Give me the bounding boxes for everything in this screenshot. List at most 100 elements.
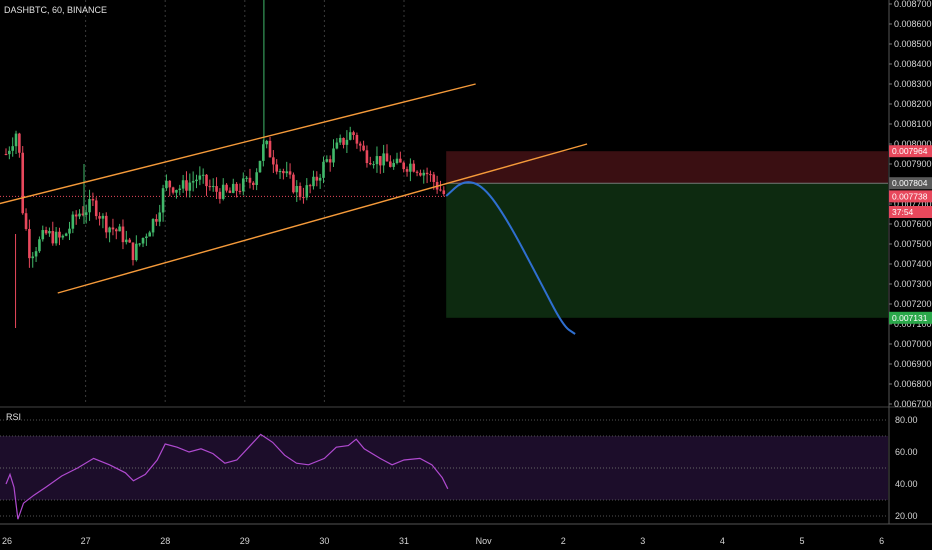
candle-body [161,188,165,213]
candle-body [201,174,205,176]
candle-body [245,177,248,179]
price-tag [889,206,932,218]
candle-body [31,256,35,259]
candle-body [168,180,172,188]
candle-body [419,172,422,176]
candle-body [141,238,145,244]
chart-drawings[interactable] [0,83,588,335]
candle-body [34,251,38,257]
candle-body [94,200,98,217]
candle-body [171,187,175,193]
time-tick-label: 4 [720,536,725,546]
time-tick-label: 27 [81,536,91,546]
projection-curve[interactable] [445,181,576,335]
price-tick-label: 0.008600 [894,19,932,29]
stop-loss-zone[interactable] [446,151,888,184]
candle-body [415,171,419,173]
candle-body [405,169,409,172]
channel-lower-line[interactable] [57,143,588,294]
risk-reward-zones[interactable] [446,151,888,318]
candle-body [121,226,125,243]
candle-body [221,184,225,199]
candle-body [275,164,279,172]
candle-body [128,239,131,243]
candle-body [358,143,362,146]
candle-body [158,212,162,222]
candle-body [38,239,41,252]
candle-body [74,214,78,217]
candle-body [18,133,21,153]
price-tag [889,311,932,324]
candle-body [389,161,392,167]
candle-body [355,135,359,144]
candle-body [225,184,228,191]
price-tick-label: 0.007400 [894,259,932,269]
candle-body [255,172,258,185]
candle-body [258,160,262,173]
candle-body [101,215,105,219]
candle-body [292,174,295,193]
candle-body [44,230,48,234]
price-tick-label: 0.008400 [894,59,932,69]
candle-body [402,162,405,170]
symbol-title[interactable]: DASHBTC, 60, BINANCE [4,5,107,15]
time-tick-label: 2 [561,536,566,546]
rsi-tick-label: 60.00 [895,447,918,457]
candle-body [241,178,245,192]
candle-body [439,189,442,191]
candle-body [78,213,81,217]
candle-body [295,185,299,193]
price-tick-label: 0.008500 [894,39,932,49]
price-tick-label: 0.007000 [894,339,932,349]
candle-body [395,158,399,164]
candle-body [265,140,268,145]
candle-body [442,190,446,195]
candle-body [362,145,365,151]
rsi-tick-label: 80.00 [895,415,918,425]
candle-body [4,154,8,155]
price-tick-label: 0.007500 [894,239,932,249]
candle-body [61,235,65,238]
candle-body [151,219,155,233]
candle-body [392,163,395,167]
candle-body [205,174,208,187]
candle-body [104,215,108,233]
candle-body [165,180,168,189]
rsi-tick-label: 40.00 [895,479,918,489]
candle-body [138,243,141,245]
candle-body [145,236,148,239]
candle-body [262,144,265,161]
candle-body [338,137,342,143]
candle-body [195,179,198,182]
candle-body [88,199,91,213]
candle-body [335,142,339,149]
price-tick-label: 0.007900 [894,159,932,169]
candle-body [382,153,385,166]
price-tick-label: 0.007300 [894,279,932,289]
channel-upper-line[interactable] [0,83,476,208]
candle-body [372,164,375,166]
candle-body [51,231,55,244]
time-tick-label: 3 [640,536,645,546]
rsi-label[interactable]: RSI [6,412,21,422]
candle-body [312,176,315,187]
candle-body [379,156,382,166]
candle-body [285,171,289,174]
candle-body [111,227,115,230]
candle-body [131,242,135,261]
candle-body [21,152,25,214]
price-tick-label: 0.006700 [894,399,932,409]
candle-body [322,161,325,178]
candle-body [91,199,95,201]
candle-body [71,214,75,229]
candle-body [218,191,222,199]
take-profit-zone[interactable] [446,183,888,318]
candle-body [155,219,158,222]
candle-body [48,231,51,234]
candle-body [114,229,118,232]
candle-body [64,233,68,236]
candle-body [175,189,178,193]
candle-body [375,156,379,165]
